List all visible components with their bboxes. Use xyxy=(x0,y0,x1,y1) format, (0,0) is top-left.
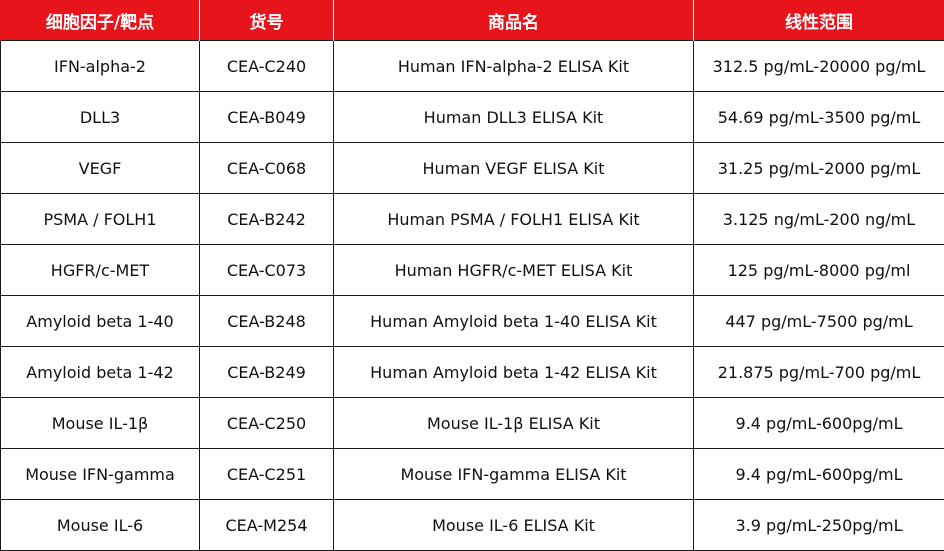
cell-product-name: Human HGFR/c-MET ELISA Kit xyxy=(334,245,694,296)
cell-catalog-number: CEA-C240 xyxy=(200,41,334,92)
cell-catalog-number: CEA-B049 xyxy=(200,92,334,143)
cell-linear-range: 125 pg/mL-8000 pg/ml xyxy=(694,245,944,296)
cell-product-name: Human DLL3 ELISA Kit xyxy=(334,92,694,143)
cell-linear-range: 31.25 pg/mL-2000 pg/mL xyxy=(694,143,944,194)
cell-linear-range: 9.4 pg/mL-600pg/mL xyxy=(694,398,944,449)
table-row: Amyloid beta 1-40 CEA-B248 Human Amyloid… xyxy=(1,296,944,347)
cell-linear-range: 9.4 pg/mL-600pg/mL xyxy=(694,449,944,500)
cell-target: DLL3 xyxy=(1,92,200,143)
cell-linear-range: 54.69 pg/mL-3500 pg/mL xyxy=(694,92,944,143)
cell-linear-range: 21.875 pg/mL-700 pg/mL xyxy=(694,347,944,398)
cell-product-name: Mouse IFN-gamma ELISA Kit xyxy=(334,449,694,500)
cell-product-name: Mouse IL-6 ELISA Kit xyxy=(334,500,694,551)
cell-product-name: Mouse IL-1β ELISA Kit xyxy=(334,398,694,449)
cell-target: Mouse IFN-gamma xyxy=(1,449,200,500)
cell-target: Mouse IL-6 xyxy=(1,500,200,551)
table-row: Mouse IL-1β CEA-C250 Mouse IL-1β ELISA K… xyxy=(1,398,944,449)
cell-product-name: Human VEGF ELISA Kit xyxy=(334,143,694,194)
header-target: 细胞因子/靶点 xyxy=(1,1,200,41)
table-row: Mouse IFN-gamma CEA-C251 Mouse IFN-gamma… xyxy=(1,449,944,500)
header-linear-range: 线性范围 xyxy=(694,1,944,41)
header-catalog-number: 货号 xyxy=(200,1,334,41)
cell-linear-range: 3.125 ng/mL-200 ng/mL xyxy=(694,194,944,245)
header-product-name: 商品名 xyxy=(334,1,694,41)
cell-target: HGFR/c-MET xyxy=(1,245,200,296)
cell-catalog-number: CEA-B249 xyxy=(200,347,334,398)
cell-target: VEGF xyxy=(1,143,200,194)
cell-catalog-number: CEA-C251 xyxy=(200,449,334,500)
cell-catalog-number: CEA-C073 xyxy=(200,245,334,296)
cell-catalog-number: CEA-B242 xyxy=(200,194,334,245)
cell-product-name: Human Amyloid beta 1-40 ELISA Kit xyxy=(334,296,694,347)
cell-linear-range: 3.9 pg/mL-250pg/mL xyxy=(694,500,944,551)
cell-product-name: Human IFN-alpha-2 ELISA Kit xyxy=(334,41,694,92)
table-row: DLL3 CEA-B049 Human DLL3 ELISA Kit 54.69… xyxy=(1,92,944,143)
cell-target: Mouse IL-1β xyxy=(1,398,200,449)
cell-target: Amyloid beta 1-42 xyxy=(1,347,200,398)
cell-target: Amyloid beta 1-40 xyxy=(1,296,200,347)
cell-linear-range: 312.5 pg/mL-20000 pg/mL xyxy=(694,41,944,92)
cell-product-name: Human PSMA / FOLH1 ELISA Kit xyxy=(334,194,694,245)
header-row: 细胞因子/靶点 货号 商品名 线性范围 xyxy=(1,1,944,41)
table-row: Amyloid beta 1-42 CEA-B249 Human Amyloid… xyxy=(1,347,944,398)
table-row: VEGF CEA-C068 Human VEGF ELISA Kit 31.25… xyxy=(1,143,944,194)
cell-catalog-number: CEA-C068 xyxy=(200,143,334,194)
table-row: Mouse IL-6 CEA-M254 Mouse IL-6 ELISA Kit… xyxy=(1,500,944,551)
cell-catalog-number: CEA-M254 xyxy=(200,500,334,551)
cell-target: IFN-alpha-2 xyxy=(1,41,200,92)
cell-catalog-number: CEA-C250 xyxy=(200,398,334,449)
table-row: PSMA / FOLH1 CEA-B242 Human PSMA / FOLH1… xyxy=(1,194,944,245)
cell-catalog-number: CEA-B248 xyxy=(200,296,334,347)
table-row: IFN-alpha-2 CEA-C240 Human IFN-alpha-2 E… xyxy=(1,41,944,92)
cell-linear-range: 447 pg/mL-7500 pg/mL xyxy=(694,296,944,347)
cell-target: PSMA / FOLH1 xyxy=(1,194,200,245)
table-row: HGFR/c-MET CEA-C073 Human HGFR/c-MET ELI… xyxy=(1,245,944,296)
cell-product-name: Human Amyloid beta 1-42 ELISA Kit xyxy=(334,347,694,398)
